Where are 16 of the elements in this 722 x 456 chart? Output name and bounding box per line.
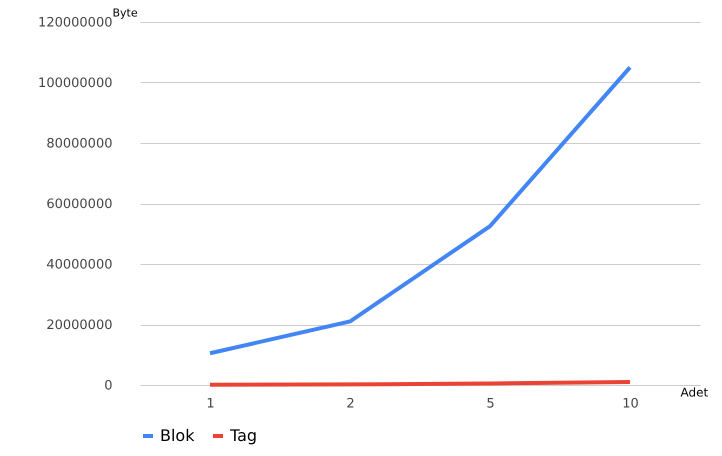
x-tick-label: 5 (486, 396, 495, 412)
y-tick-label: 40000000 (46, 258, 112, 272)
y-axis-title: Byte (112, 6, 138, 20)
y-tick-label: 80000000 (46, 136, 112, 152)
x-axis-title: Adet (680, 386, 708, 400)
y-tick-label: 120000000 (38, 16, 112, 30)
y-tick-label: 100000000 (38, 76, 112, 91)
x-tick-label: 1 (206, 396, 215, 412)
x-tick-label: 10 (622, 396, 639, 412)
line-series (208, 65, 632, 356)
y-tick-label: 0 (104, 378, 112, 394)
legend-label: Blok (160, 426, 196, 445)
y-tick-label: 60000000 (46, 197, 112, 212)
y-tick-label: 20000000 (46, 318, 112, 333)
legend-label: Tag (229, 426, 258, 445)
x-tick-label: 2 (346, 396, 355, 412)
